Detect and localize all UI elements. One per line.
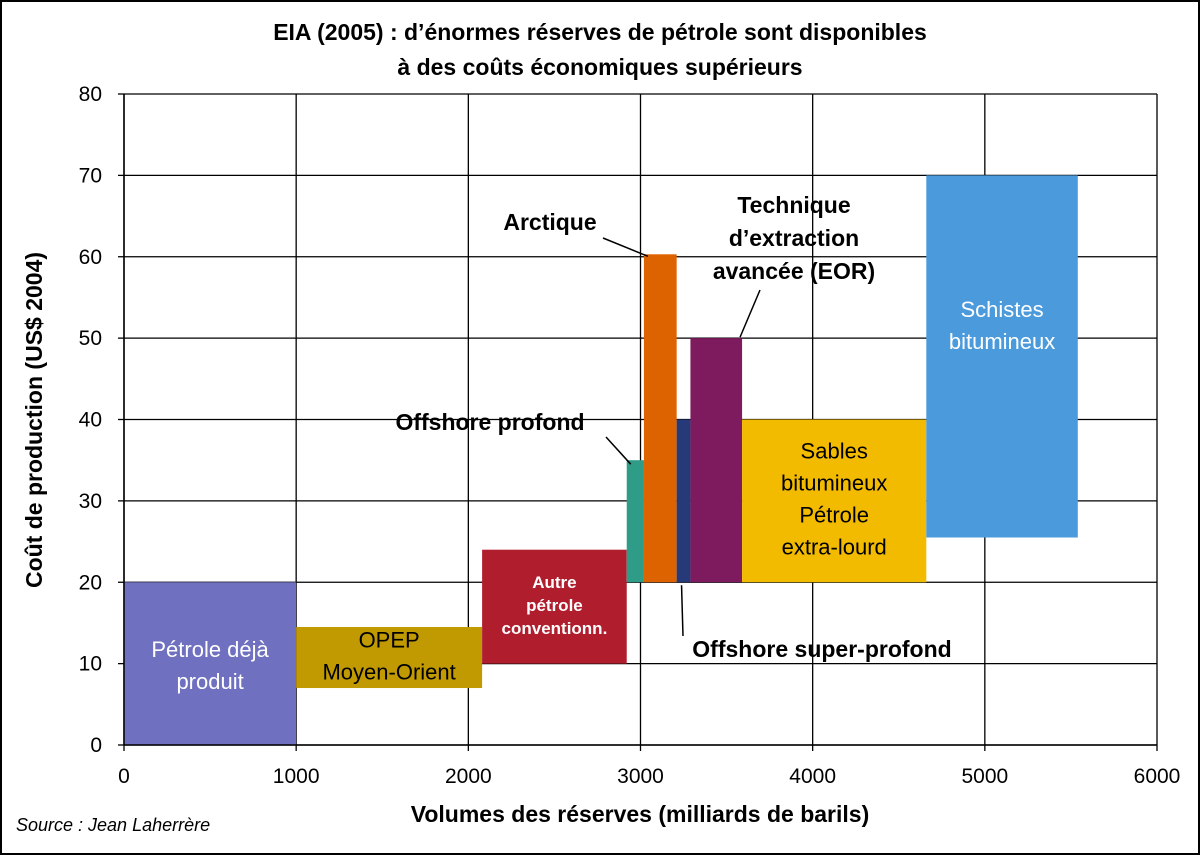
block-label: extra-lourd xyxy=(782,535,887,560)
block-label: Schistes xyxy=(960,297,1043,322)
leader-line xyxy=(680,585,684,637)
block-label: conventionn. xyxy=(502,619,608,638)
block-technique-d-extraction-avanc-e-eor- xyxy=(690,338,743,583)
block-label: bitumineux xyxy=(949,329,1055,354)
x-tick-label: 4000 xyxy=(789,765,836,788)
leader-line xyxy=(739,289,761,338)
tick-labels: 0 1000 2000 3000 4000 5000 6000 0 10 20 30 40 50 60 70… xyxy=(79,83,1181,788)
callout-label: Technique xyxy=(737,192,850,218)
y-tick-label: 40 xyxy=(79,409,102,432)
x-tick-label: 2000 xyxy=(445,765,492,788)
x-tick-label: 3000 xyxy=(617,765,664,788)
x-tick-label: 1000 xyxy=(273,765,320,788)
x-tick-label: 5000 xyxy=(961,765,1008,788)
block-label: bitumineux xyxy=(781,471,887,496)
source-note: Source : Jean Laherrère xyxy=(16,815,210,835)
block-sables-bitumineux-p-trole-extra-lourd xyxy=(742,419,927,583)
block-label: Pétrole xyxy=(799,503,869,528)
block-offshore-super-profond xyxy=(676,419,691,583)
y-tick-label: 80 xyxy=(79,83,102,106)
block-label: produit xyxy=(176,669,243,694)
x-tick-label: 0 xyxy=(118,765,130,788)
block-label: Sables xyxy=(801,439,868,464)
y-tick-label: 30 xyxy=(79,490,102,513)
y-tick-label: 20 xyxy=(79,571,102,594)
axes xyxy=(118,93,1158,751)
y-axis-label: Coût de production (US$ 2004) xyxy=(21,252,47,588)
callout-label: Arctique xyxy=(503,209,596,235)
block-opep-moyen-orient xyxy=(296,627,483,689)
y-tick-label: 50 xyxy=(79,327,102,350)
block-labels: Pétrole déjà produit OPEP Moyen-Orient Autre… xyxy=(151,297,1055,694)
callout-label: d’extraction xyxy=(729,225,859,251)
block-autre-p-trole-conventionn- xyxy=(482,549,627,664)
block-label: OPEP xyxy=(359,627,420,652)
block-label: Pétrole déjà xyxy=(151,637,269,662)
cost-blocks xyxy=(124,175,1078,745)
callout-label: Offshore super-profond xyxy=(692,636,951,662)
leader-line xyxy=(605,436,632,465)
block-label: pétrole xyxy=(526,596,583,615)
x-tick-label: 6000 xyxy=(1134,765,1181,788)
chart-title-line-2: à des coûts économiques supérieurs xyxy=(397,54,802,80)
callout-label: Offshore profond xyxy=(395,409,584,435)
chart-title-line-1: EIA (2005) : d’énormes réserves de pétro… xyxy=(273,19,927,45)
block-schistes-bitumineux xyxy=(926,175,1078,538)
y-tick-label: 70 xyxy=(79,164,102,187)
block-arctique xyxy=(643,254,677,583)
y-tick-label: 60 xyxy=(79,246,102,269)
callout-labels: Arctique Offshore profond Technique d’extra… xyxy=(395,192,951,662)
block-label: Moyen-Orient xyxy=(322,659,455,684)
block-offshore-profond xyxy=(626,460,644,583)
leader-line xyxy=(602,237,649,258)
y-tick-label: 0 xyxy=(90,734,102,757)
block-p-trole-d-j-produit xyxy=(124,582,297,745)
callout-label: avancée (EOR) xyxy=(713,258,875,284)
block-label: Autre xyxy=(532,573,576,592)
y-tick-label: 10 xyxy=(79,653,102,676)
x-axis-label: Volumes des réserves (milliards de baril… xyxy=(411,801,870,827)
